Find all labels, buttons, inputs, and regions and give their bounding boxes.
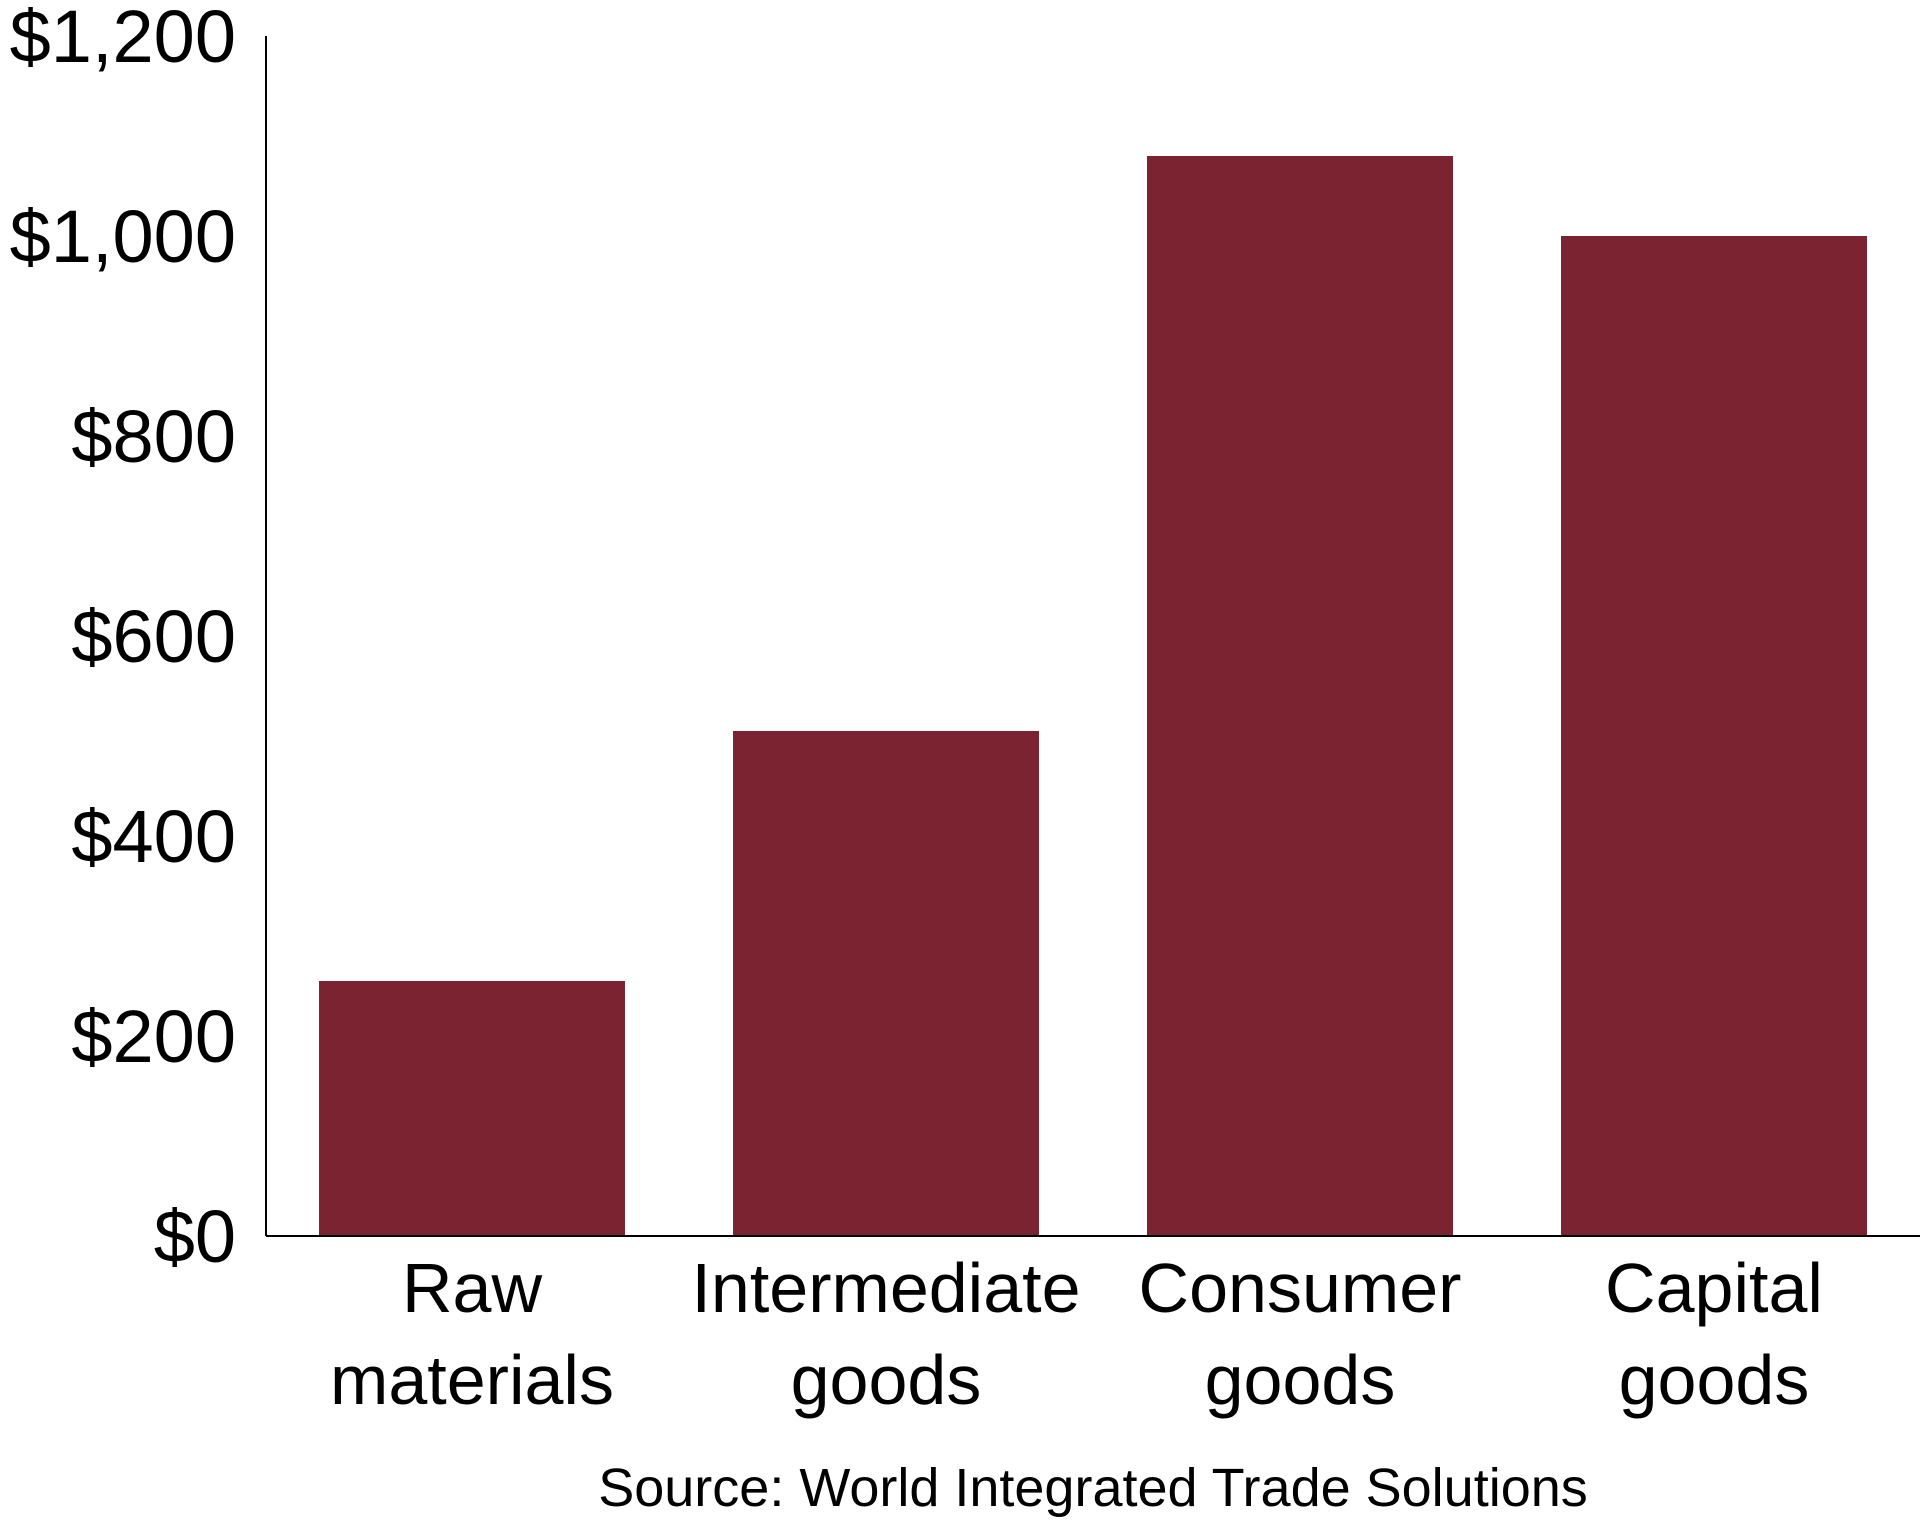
bar-raw-materials [319,981,625,1236]
bar-capital-goods [1561,236,1867,1236]
bars [319,156,1867,1236]
x-category-label: goods [791,1341,982,1419]
y-tick-label: $200 [71,995,236,1078]
y-tick-label: $800 [71,395,236,478]
x-category-label: materials [330,1341,614,1419]
x-category-label: Capital [1605,1249,1823,1327]
y-tick-label: $0 [154,1195,236,1278]
y-tick-label: $600 [71,595,236,678]
x-category-labels: Raw materials Intermediate goods Consumer goo… [330,1249,1823,1419]
x-category-label: Consumer [1139,1249,1462,1327]
x-category-label: Intermediate [691,1249,1080,1327]
y-tick-label: $1,200 [10,0,236,78]
bar-consumer-goods [1147,156,1453,1236]
x-category-label: goods [1619,1341,1810,1419]
source-note: Source: World Integrated Trade Solutions [598,1458,1588,1518]
x-category-label: goods [1205,1341,1396,1419]
y-tick-labels: $0 $200 $400 $600 $800 $1,000 $1,200 [10,0,236,1278]
x-category-label: Raw [402,1249,542,1327]
bar-intermediate-goods [733,731,1039,1236]
y-tick-label: $1,000 [10,195,236,278]
y-tick-label: $400 [71,795,236,878]
